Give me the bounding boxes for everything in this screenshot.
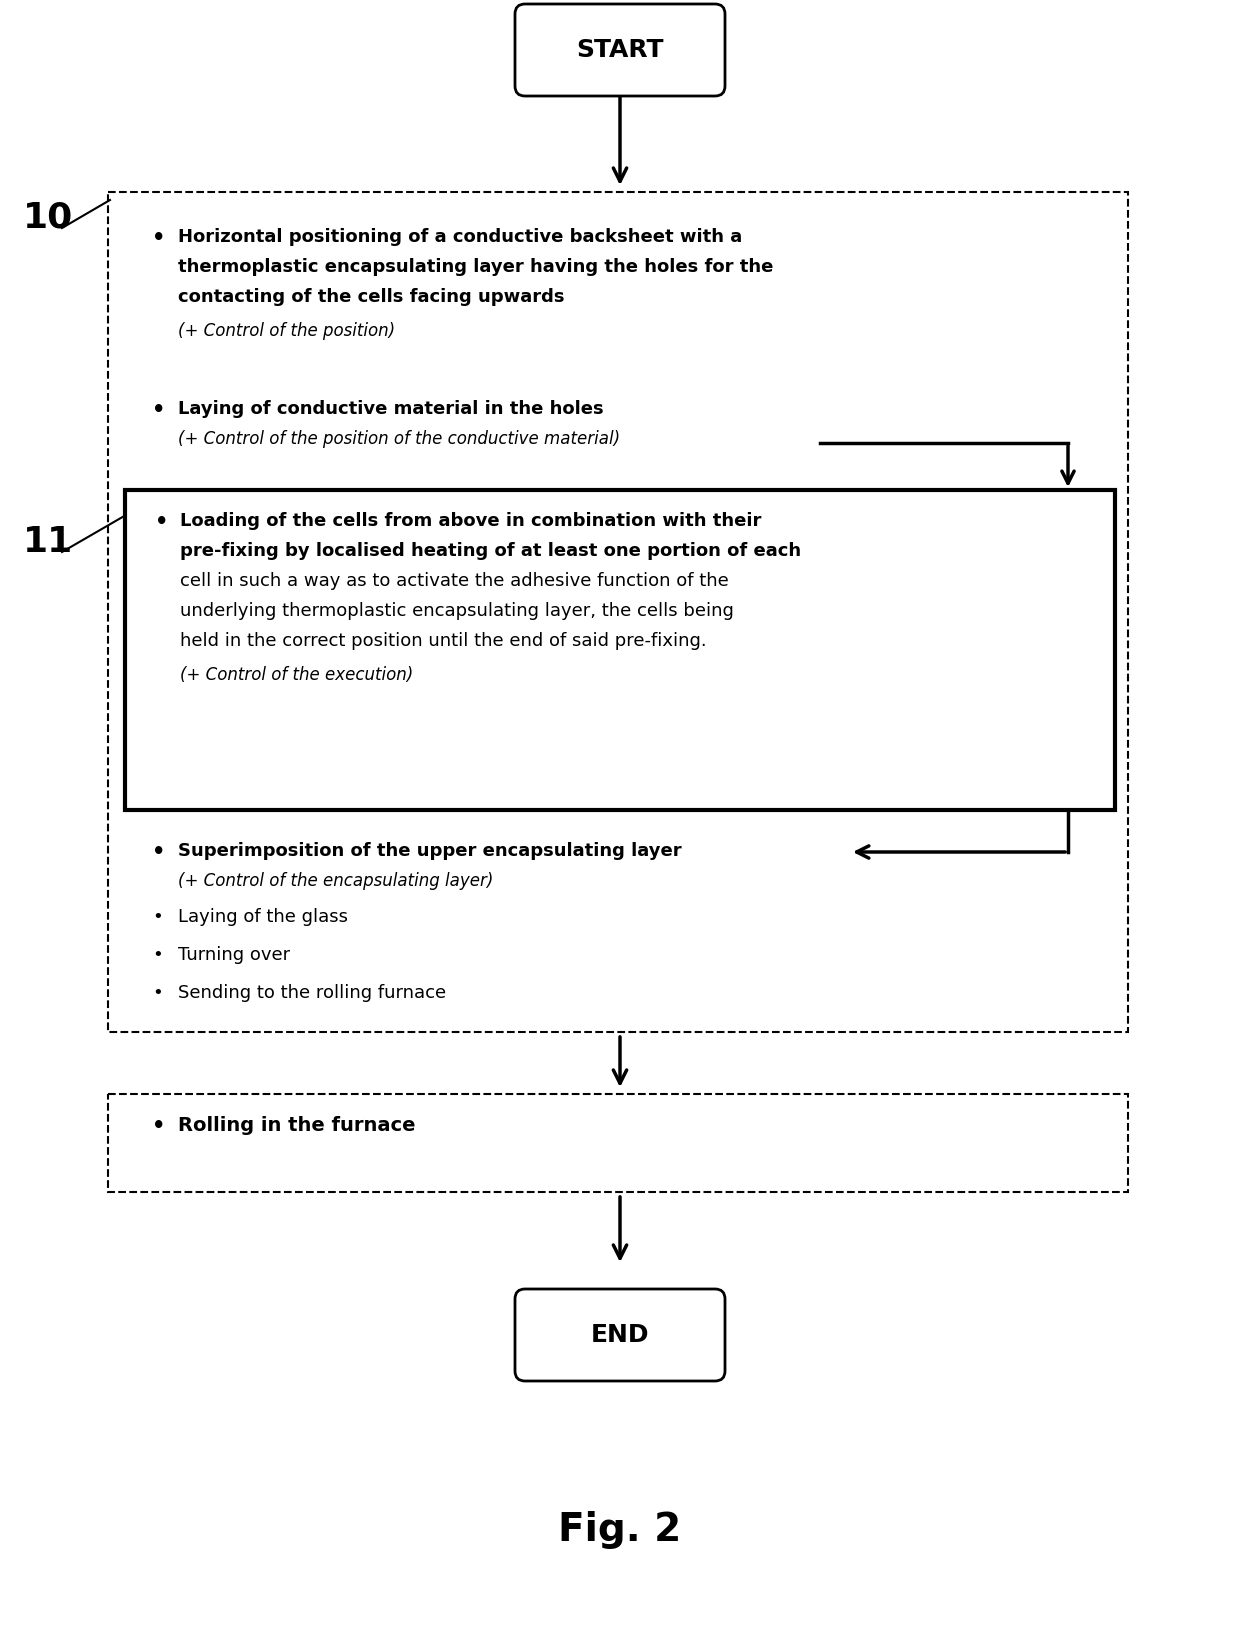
Text: Laying of the glass: Laying of the glass bbox=[179, 907, 348, 926]
Text: 11: 11 bbox=[22, 524, 73, 559]
Text: Fig. 2: Fig. 2 bbox=[558, 1511, 682, 1549]
Text: START: START bbox=[577, 38, 663, 62]
Text: (+ Control of the execution): (+ Control of the execution) bbox=[180, 666, 413, 684]
Text: 10: 10 bbox=[22, 201, 73, 235]
Bar bbox=[108, 1093, 1128, 1192]
Text: •: • bbox=[153, 399, 165, 419]
Text: (+ Control of the encapsulating layer): (+ Control of the encapsulating layer) bbox=[179, 871, 494, 889]
Text: •: • bbox=[153, 945, 162, 963]
Text: (+ Control of the position of the conductive material): (+ Control of the position of the conduc… bbox=[179, 431, 620, 449]
Text: (+ Control of the position): (+ Control of the position) bbox=[179, 322, 396, 340]
Text: pre-fixing by localised heating of at least one portion of each: pre-fixing by localised heating of at le… bbox=[180, 543, 801, 561]
Text: Superimposition of the upper encapsulating layer: Superimposition of the upper encapsulati… bbox=[179, 842, 682, 860]
Text: Sending to the rolling furnace: Sending to the rolling furnace bbox=[179, 985, 446, 1001]
Text: •: • bbox=[153, 229, 165, 248]
Text: Rolling in the furnace: Rolling in the furnace bbox=[179, 1116, 415, 1134]
Text: cell in such a way as to activate the adhesive function of the: cell in such a way as to activate the ad… bbox=[180, 572, 729, 590]
Text: underlying thermoplastic encapsulating layer, the cells being: underlying thermoplastic encapsulating l… bbox=[180, 602, 734, 620]
Text: •: • bbox=[153, 1116, 165, 1136]
Text: Laying of conductive material in the holes: Laying of conductive material in the hol… bbox=[179, 399, 604, 418]
Text: •: • bbox=[155, 511, 169, 533]
Text: thermoplastic encapsulating layer having the holes for the: thermoplastic encapsulating layer having… bbox=[179, 258, 774, 276]
Bar bbox=[125, 490, 1115, 810]
Text: •: • bbox=[153, 985, 162, 1001]
FancyBboxPatch shape bbox=[515, 3, 725, 95]
Text: Turning over: Turning over bbox=[179, 945, 290, 963]
Text: Loading of the cells from above in combination with their: Loading of the cells from above in combi… bbox=[180, 511, 761, 529]
Text: contacting of the cells facing upwards: contacting of the cells facing upwards bbox=[179, 288, 564, 306]
Text: •: • bbox=[153, 842, 165, 861]
Bar bbox=[108, 192, 1128, 1032]
Text: •: • bbox=[153, 907, 162, 926]
Text: END: END bbox=[590, 1323, 650, 1346]
Text: Horizontal positioning of a conductive backsheet with a: Horizontal positioning of a conductive b… bbox=[179, 229, 743, 247]
Text: held in the correct position until the end of said pre-fixing.: held in the correct position until the e… bbox=[180, 631, 707, 649]
FancyBboxPatch shape bbox=[515, 1289, 725, 1381]
